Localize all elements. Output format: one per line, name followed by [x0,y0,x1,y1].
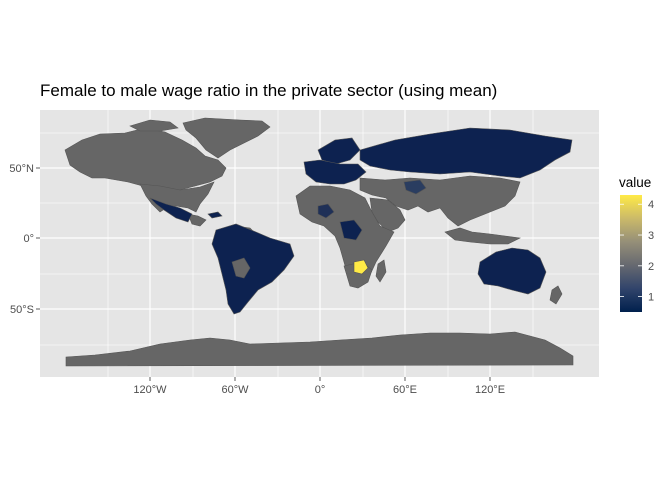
zimbabwe [353,259,369,275]
madagascar [375,259,387,283]
new-zealand [549,285,563,305]
mexico [149,197,193,223]
x-tick-label: 120°E [475,384,505,396]
australia [477,247,547,295]
x-tick-label: 120°W [133,384,167,396]
x-tick-label: 60°W [221,384,249,396]
legend-color-bar [620,195,642,312]
indonesia [444,227,522,245]
south-america-no-data [231,257,251,279]
europe-west [303,159,367,185]
arctic-islands [129,119,179,132]
russia [359,127,573,179]
legend: value 1 2 3 4 [619,175,654,312]
asia-south [359,175,521,227]
y-tick-label: 50°N [9,163,34,175]
legend-tick-label: 1 [648,292,654,304]
greenland [182,117,271,159]
east-africa-data [317,203,335,219]
x-tick-label: 60°E [393,384,417,396]
legend-tick-label: 3 [648,230,654,242]
land-with-data [149,127,573,315]
x-axis: 120°W 60°W 0° 60°E 120°E [133,377,505,396]
x-tick-label: 0° [315,384,326,396]
legend-tick-label: 4 [648,199,654,211]
south-america [211,223,295,315]
caribbean [207,211,223,219]
legend-ticks: 1 2 3 4 [620,199,654,304]
central-africa-data [339,219,363,241]
legend-title: value [619,175,651,190]
y-tick-label: 0° [23,233,34,245]
central-asia-data [403,179,427,195]
central-america-no-data [187,213,207,227]
y-axis: 50°N 0° 50°S [9,163,40,316]
antarctica [65,331,574,367]
y-tick-label: 50°S [10,304,34,316]
legend-tick-label: 2 [648,261,654,273]
chart-title: Female to male wage ratio in the private… [40,81,498,100]
